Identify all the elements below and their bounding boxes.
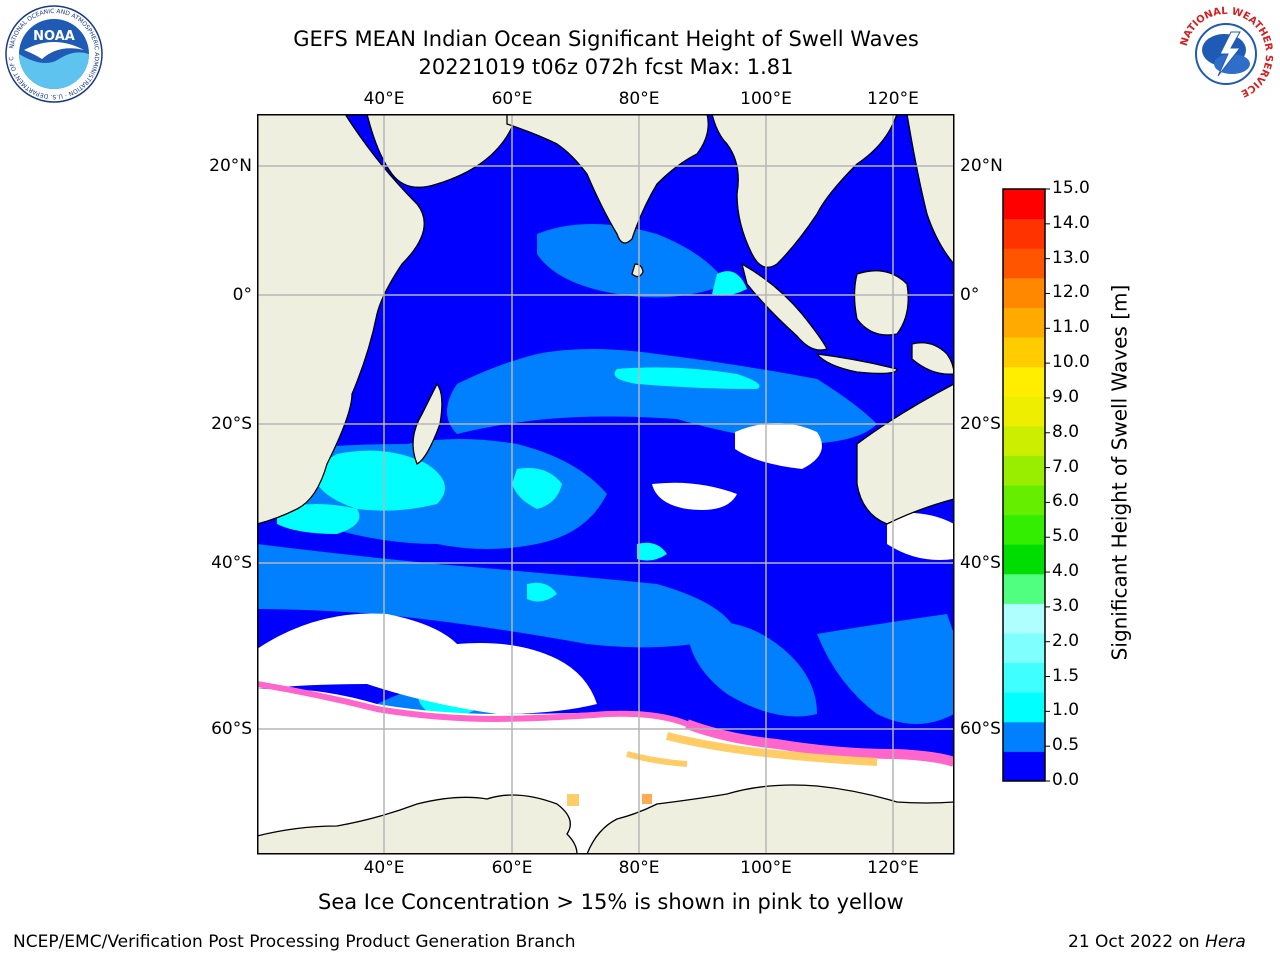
colorbar-swatch — [1003, 248, 1045, 279]
colorbar-swatch — [1003, 307, 1045, 338]
colorbar-tick-label: 11.0 — [1052, 317, 1090, 338]
borneo-land — [853, 270, 909, 336]
land-areas — [257, 114, 954, 854]
colorbar-swatch — [1003, 544, 1045, 575]
colorbar-tick-label: 10.0 — [1052, 352, 1090, 373]
chart-subtitle: 20221019 t06z 072h fcst Max: 1.81 — [418, 55, 794, 79]
colorbar-tick-label: 12.0 — [1052, 282, 1090, 303]
lat-tick-left-60s: 60°S — [211, 719, 252, 739]
lat-tick-left-20n: 20°N — [209, 156, 252, 176]
lat-tick-left-0: 0° — [232, 285, 252, 305]
swell-high-areas — [277, 271, 760, 719]
chart-title: GEFS MEAN Indian Ocean Significant Heigh… — [293, 27, 919, 51]
lat-tick-left-20s: 20°S — [211, 414, 252, 434]
map-panel — [257, 114, 955, 855]
colorbar-swatch — [1003, 514, 1045, 545]
lat-tick-right-40s: 40°S — [960, 553, 1001, 573]
colorbar-swatch — [1003, 425, 1045, 456]
colorbar-swatch — [1003, 603, 1045, 634]
colorbar-label: Significant Height of Swell Waves [m] — [1107, 284, 1132, 661]
lon-tick-bottom-120e: 120°E — [867, 858, 919, 878]
lon-tick-bottom-100e: 100°E — [740, 858, 792, 878]
footer-credit: NCEP/EMC/Verification Post Processing Pr… — [13, 932, 576, 952]
australia-land — [856, 383, 954, 525]
colorbar-swatch — [1003, 396, 1045, 427]
colorbar-tick-label: 15.0 — [1052, 178, 1090, 198]
map-gridlines — [257, 114, 954, 854]
colorbar-frame — [1002, 188, 1046, 782]
arabia-land — [366, 114, 518, 188]
lon-tick-top-80e: 80°E — [618, 89, 660, 109]
colorbar-tick-label: 1.0 — [1052, 700, 1080, 721]
colorbar-tick-label: 5.0 — [1052, 526, 1080, 547]
colorbar-swatch — [1003, 573, 1045, 604]
footer-machine: Hera — [1205, 932, 1246, 952]
colorbar-swatch — [1003, 662, 1045, 693]
lon-tick-bottom-60e: 60°E — [491, 858, 533, 878]
colorbar-tick-label: 4.0 — [1052, 561, 1080, 582]
colorbar-tick-label: 8.0 — [1052, 421, 1080, 442]
colorbar-swatch — [1003, 218, 1045, 249]
colorbar-tick-label: 13.0 — [1052, 247, 1090, 268]
colorbar-swatch — [1003, 751, 1045, 782]
lon-tick-top-40e: 40°E — [363, 89, 405, 109]
lat-tick-left-40s: 40°S — [211, 553, 252, 573]
antarctica-east-land — [586, 784, 954, 854]
noaa-wordmark: NOAA — [33, 29, 75, 44]
colorbar-swatch — [1003, 277, 1045, 308]
colorbar-tick-label: 0.0 — [1052, 770, 1080, 790]
sea-ice-edge — [257, 681, 954, 806]
colorbar-swatch — [1003, 366, 1045, 397]
lat-tick-right-60s: 60°S — [960, 719, 1001, 739]
lon-tick-top-60e: 60°E — [491, 89, 533, 109]
colorbar-tick-label: 7.0 — [1052, 456, 1080, 477]
sea-ice-caption: Sea Ice Concentration > 15% is shown in … — [318, 890, 904, 914]
colorbar-tick-label: 2.0 — [1052, 630, 1080, 651]
nws-logo: NATIONAL WEATHER SERVICE — [1176, 4, 1276, 104]
india-land — [506, 114, 709, 244]
lon-tick-bottom-80e: 80°E — [618, 858, 660, 878]
colorbar-tick-label: 6.0 — [1052, 491, 1080, 512]
java-land — [815, 353, 898, 375]
map-frame — [257, 114, 955, 855]
colorbar-tick-label: 14.0 — [1052, 212, 1090, 233]
sumatra-land — [740, 262, 828, 351]
colorbar — [1002, 188, 1052, 782]
philippines-land — [906, 114, 954, 266]
footer-date-text: 21 Oct 2022 on — [1068, 932, 1206, 952]
antarctica-west-land — [257, 794, 578, 854]
colorbar-tick-label: 9.0 — [1052, 386, 1080, 407]
lat-tick-right-20n: 20°N — [960, 156, 1003, 176]
colorbar-swatch — [1003, 189, 1045, 220]
africa-land — [257, 114, 425, 525]
colorbar-swatch — [1003, 633, 1045, 664]
colorbar-swatch — [1003, 485, 1045, 516]
colorbar-swatch — [1003, 337, 1045, 368]
lon-tick-top-100e: 100°E — [740, 89, 792, 109]
southeast-asia-land — [711, 114, 898, 268]
lat-tick-right-0: 0° — [960, 285, 980, 305]
lon-tick-top-120e: 120°E — [867, 89, 919, 109]
lon-tick-bottom-40e: 40°E — [363, 858, 405, 878]
colorbar-tick-label: 3.0 — [1052, 595, 1080, 616]
footer-date: 21 Oct 2022 on Hera — [1068, 932, 1246, 952]
colorbar-swatch — [1003, 455, 1045, 486]
colorbar-swatch — [1003, 692, 1045, 723]
colorbar-tick-label: 1.5 — [1052, 665, 1080, 686]
lat-tick-right-20s: 20°S — [960, 414, 1001, 434]
noaa-logo: NATIONAL OCEANIC AND ATMOSPHERIC ADMINIS… — [4, 4, 104, 104]
colorbar-swatch — [1003, 721, 1045, 752]
colorbar-tick-label: 0.5 — [1052, 735, 1080, 756]
